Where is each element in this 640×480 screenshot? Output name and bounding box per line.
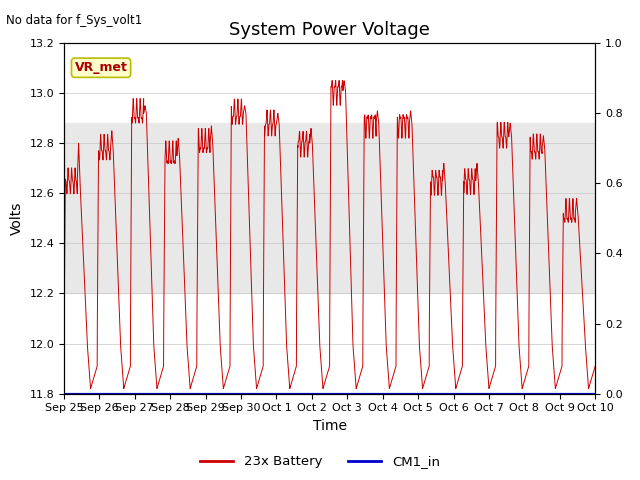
Title: System Power Voltage: System Power Voltage [229,21,430,39]
Legend: 23x Battery, CM1_in: 23x Battery, CM1_in [195,450,445,473]
X-axis label: Time: Time [312,419,347,433]
Text: VR_met: VR_met [75,61,127,74]
Bar [64,123,595,293]
Text: No data for f_Sys_volt1: No data for f_Sys_volt1 [6,14,143,27]
Y-axis label: Volts: Volts [10,202,24,235]
